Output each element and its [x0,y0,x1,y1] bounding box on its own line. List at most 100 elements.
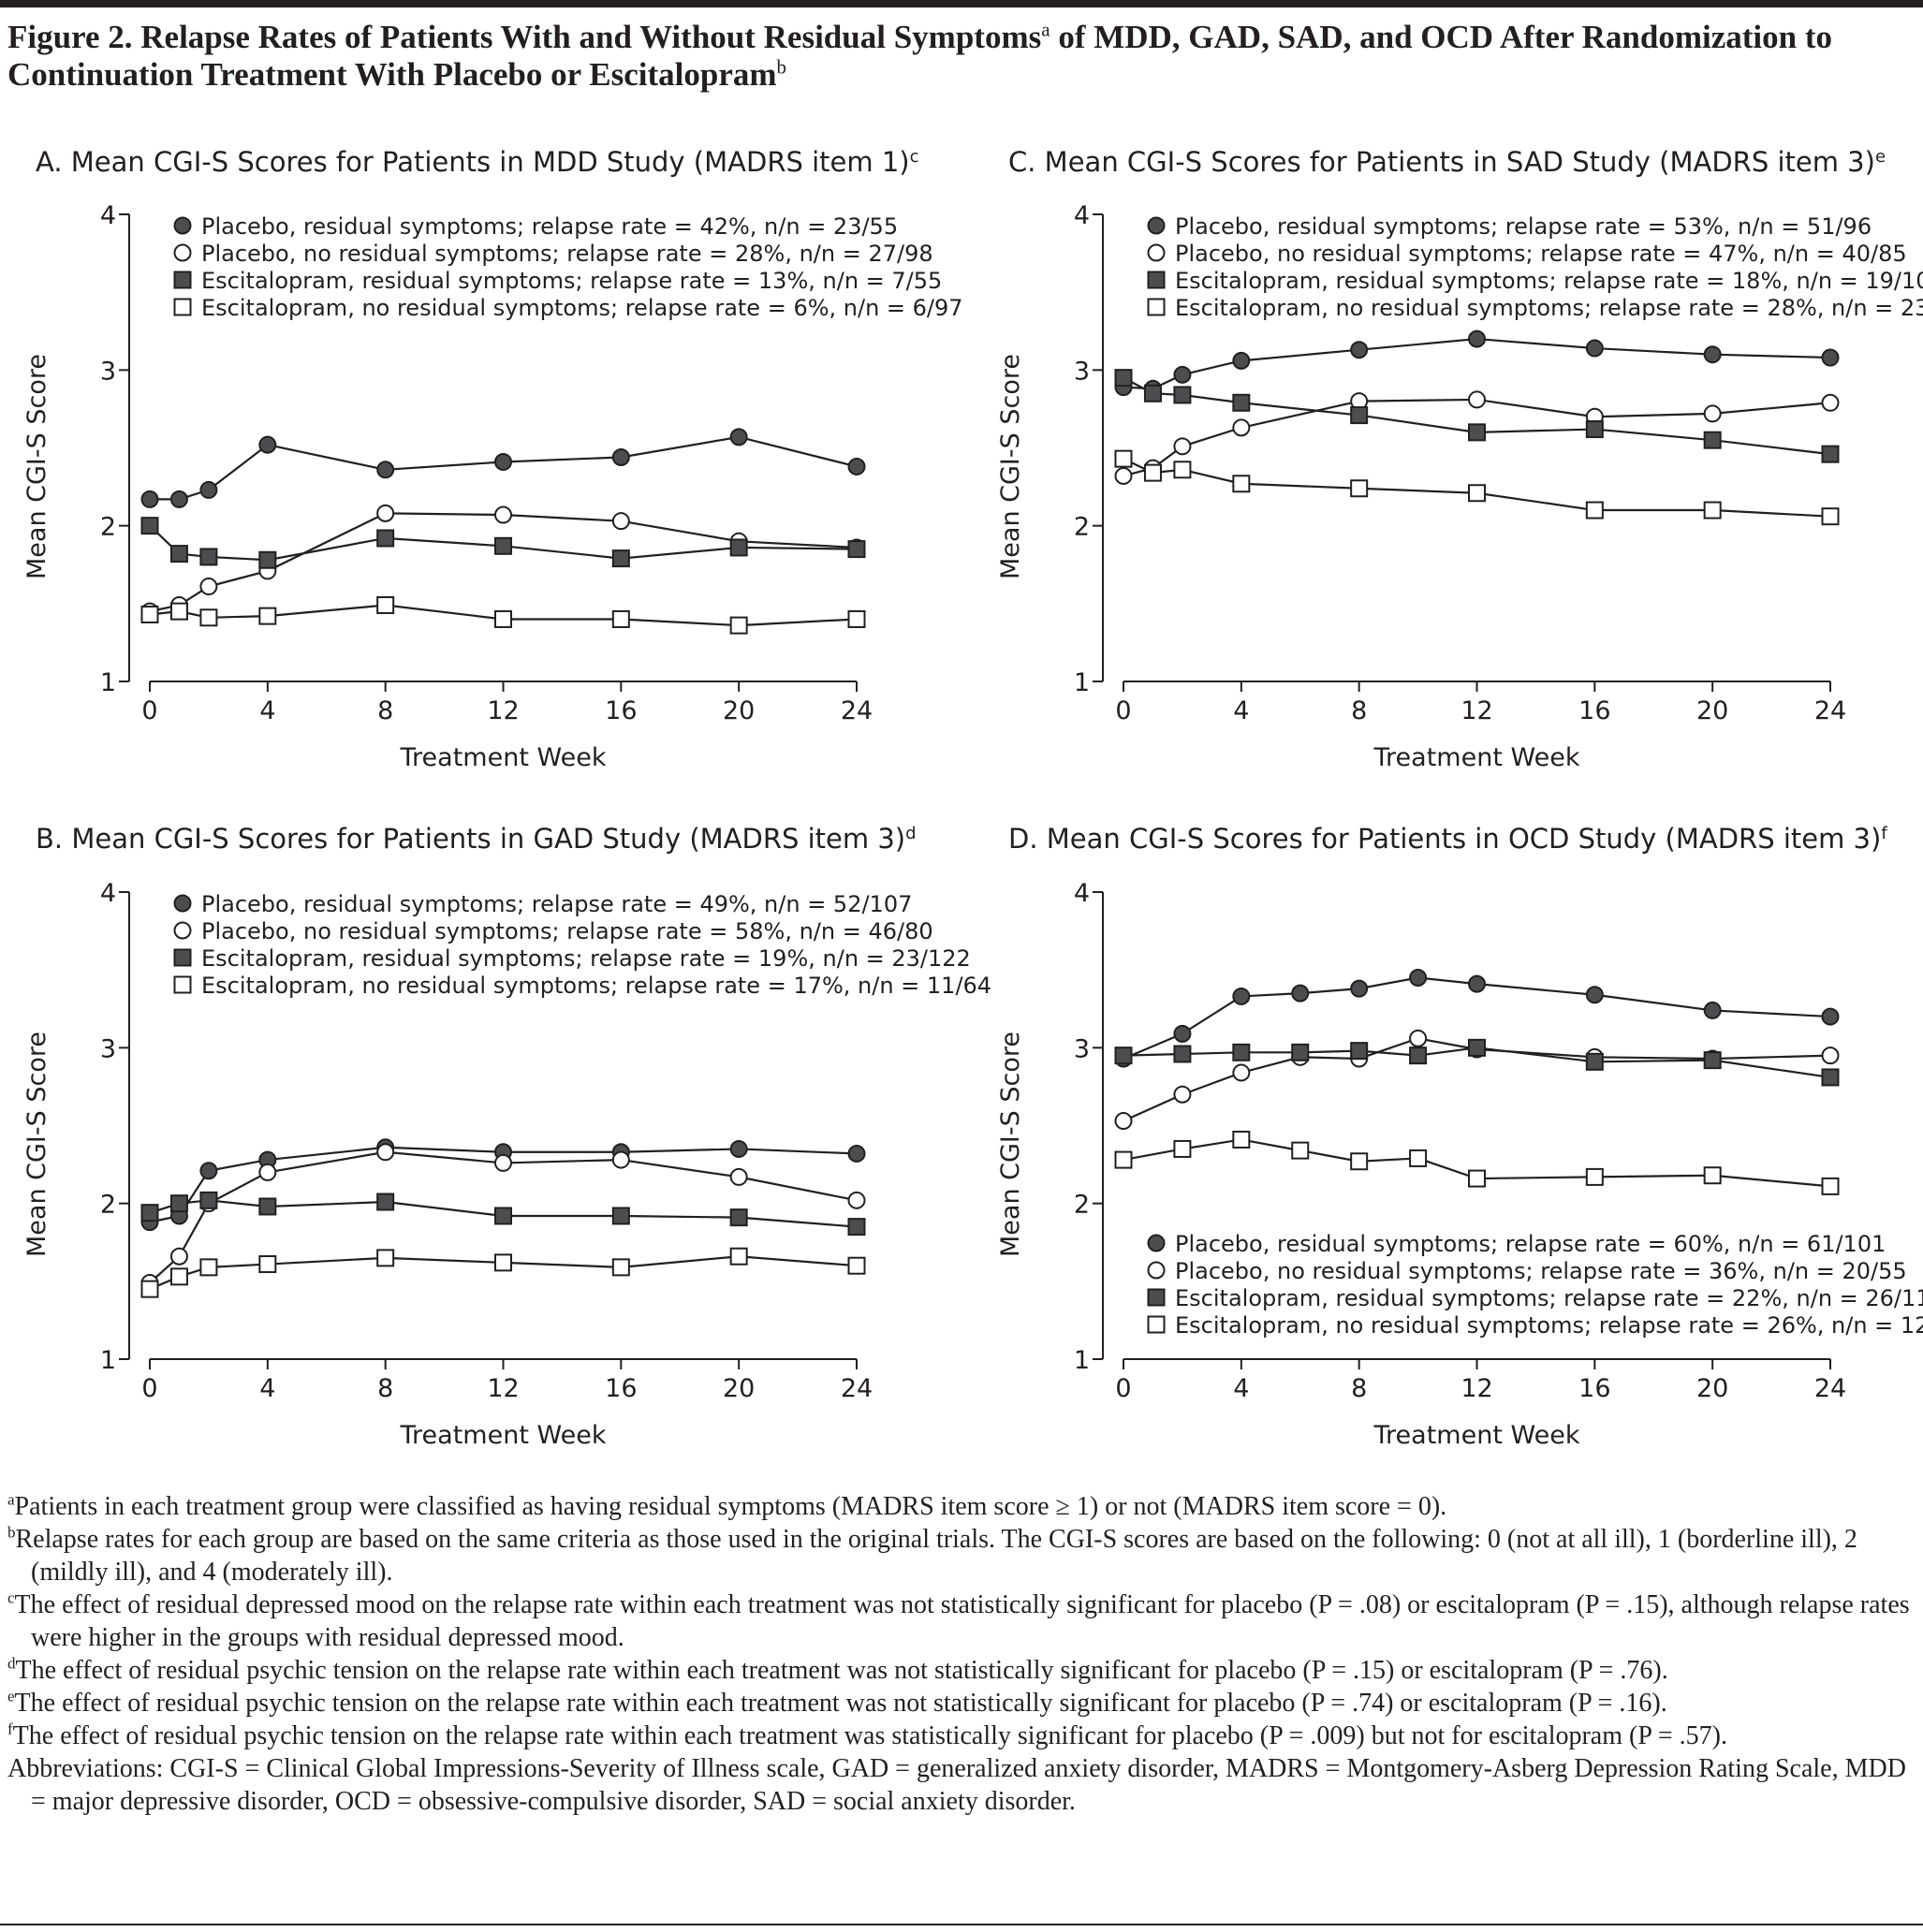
x-axis-label: Treatment Week [1373,1421,1580,1450]
footnote-text: Patients in each treatment group were cl… [14,1492,1447,1521]
figure-title-sup-b: b [776,55,787,79]
chart-title: B. Mean CGI-S Scores for Patients in GAD… [36,823,917,855]
x-tick-label: 8 [1351,1374,1367,1403]
x-tick-label: 4 [1233,1374,1249,1403]
x-tick-label: 0 [1115,1374,1131,1403]
series-line [1123,376,1831,456]
data-point [1232,1063,1251,1082]
data-point [199,1162,218,1180]
y-tick-label: 3 [1074,1034,1090,1063]
legend-marker [173,948,192,967]
data-point [376,461,395,479]
data-point [258,607,277,625]
data-point [1703,1166,1722,1185]
data-point [1468,423,1486,442]
data-point [1232,418,1251,437]
data-point [494,1253,512,1272]
chart-panel-d: D. Mean CGI-S Scores for Patients in OCD… [996,823,1923,1450]
footnote-e: eThe effect of residual psychic tension … [7,1687,1917,1720]
data-point [1468,329,1486,348]
data-point [1114,1150,1133,1169]
data-point [1173,1139,1192,1158]
y-tick-label: 1 [1074,1346,1090,1375]
figure-title-sup-a: a [1041,18,1050,41]
x-tick-label: 8 [1351,696,1367,725]
bottom-rule [0,1924,1923,1925]
data-point [1409,968,1428,987]
legend-label: Placebo, no residual symptoms; relapse r… [1175,241,1907,267]
x-tick-label: 16 [1578,696,1610,725]
data-point [847,457,866,476]
footnote-mark: a [7,1490,15,1509]
legend-marker [173,298,192,316]
chart-panel-b: B. Mean CGI-S Scores for Patients in GAD… [22,823,991,1450]
y-tick-label: 1 [100,668,116,697]
y-tick-label: 1 [100,1346,116,1375]
data-point [1173,1045,1192,1063]
legend-marker [1147,243,1166,262]
data-point [199,578,218,596]
data-point [1350,479,1369,498]
y-tick-label: 3 [1074,357,1090,386]
data-point [140,1280,159,1298]
legend-marker [1147,1315,1166,1334]
footnote-d: dThe effect of residual psychic tension … [7,1654,1917,1687]
data-point [611,609,630,628]
chart-title: A. Mean CGI-S Scores for Patients in MDD… [36,146,919,178]
data-point [1350,979,1369,998]
legend-label: Placebo, residual symptoms; relapse rate… [1175,213,1872,240]
x-tick-label: 0 [1115,696,1131,725]
data-point [1114,1112,1133,1131]
data-point [199,1258,218,1277]
x-tick-label: 0 [141,696,157,725]
y-tick-label: 4 [1074,879,1090,908]
data-point [1468,390,1486,409]
y-axis-label: Mean CGI-S Score [22,1032,51,1257]
data-point [1821,1046,1840,1065]
legend-marker [1147,271,1166,289]
data-point [169,1194,188,1213]
data-point [1821,1177,1840,1195]
data-point [729,1139,748,1158]
x-axis-label: Treatment Week [400,743,607,772]
legend-marker [173,271,192,289]
data-point [1114,449,1133,468]
data-point [1114,1046,1133,1065]
footnote-mark: e [7,1687,15,1705]
data-point [1350,1042,1369,1061]
figure-title-text: Figure 2. Relapse Rates of Patients With… [7,19,1042,55]
legend-marker [173,216,192,235]
legend-marker [1147,216,1166,235]
data-point [847,1191,866,1209]
data-point [1821,348,1840,367]
data-point [140,517,159,535]
y-axis-label: Mean CGI-S Score [996,1032,1025,1257]
data-point [611,1150,630,1169]
data-point [1114,369,1133,388]
legend-label: Escitalopram, no residual symptoms; rela… [1175,295,1923,321]
chart-panel-c: C. Mean CGI-S Scores for Patients in SAD… [996,146,1923,772]
x-tick-label: 20 [723,696,755,725]
data-point [1173,386,1192,404]
legend-label: Placebo, residual symptoms; relapse rate… [1175,1231,1886,1257]
x-tick-label: 20 [723,1374,755,1403]
footnote-text: The effect of residual psychic tension o… [14,1689,1667,1718]
series-line [1123,1046,1831,1079]
figure-title-text-2: of MDD, GAD, SAD, and OCD After Randomiz… [7,19,1833,93]
y-axis-label: Mean CGI-S Score [22,354,51,579]
legend-label: Placebo, residual symptoms; relapse rate… [201,891,912,917]
chart-title-sup: d [905,824,916,843]
legend-label: Placebo, no residual symptoms; relapse r… [201,918,933,944]
footnote-c: cThe effect of residual depressed mood o… [7,1588,1917,1654]
footnote-mark: b [7,1523,16,1542]
data-point [611,512,630,531]
data-point [611,1207,630,1225]
data-point [1291,1043,1310,1061]
legend-label: Placebo, no residual symptoms; relapse r… [201,241,933,267]
x-tick-label: 4 [259,1374,275,1403]
data-point [1585,420,1604,439]
legend-label: Escitalopram, no residual symptoms; rela… [201,973,991,999]
data-point [1232,475,1251,493]
y-tick-label: 1 [1074,668,1090,697]
